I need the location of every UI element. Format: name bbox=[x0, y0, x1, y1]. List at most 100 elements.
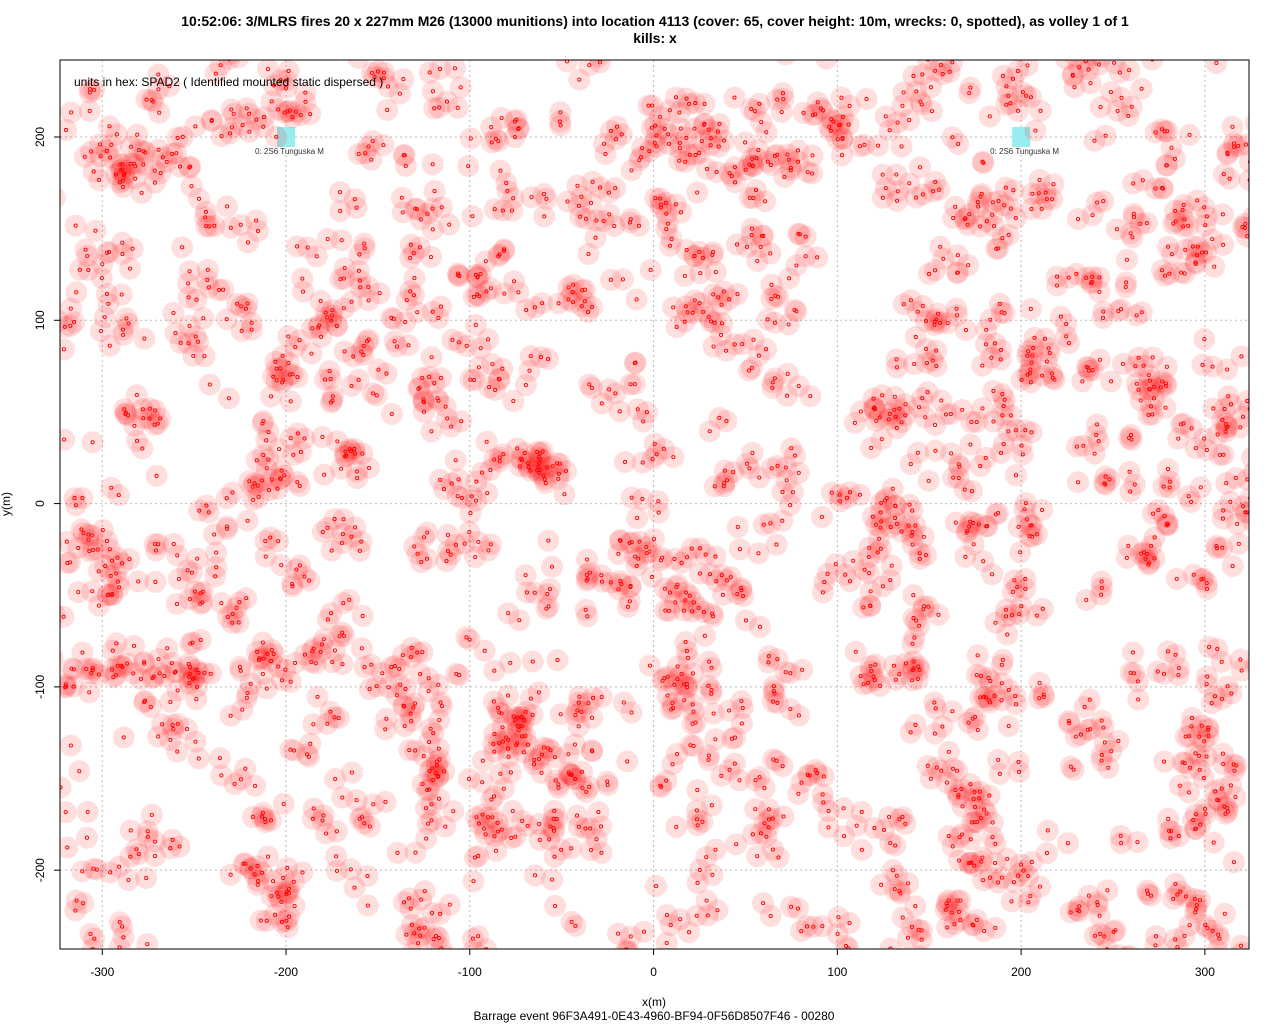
blast-radius bbox=[741, 148, 764, 171]
blast-radius bbox=[163, 661, 186, 684]
blast-radius bbox=[332, 267, 355, 290]
blast-radius bbox=[1231, 216, 1249, 239]
blast-radius bbox=[413, 880, 436, 903]
blast-radius bbox=[365, 675, 388, 698]
blast-radius bbox=[957, 254, 980, 277]
blast-radius bbox=[186, 547, 209, 570]
blast-radius bbox=[285, 558, 308, 581]
blast-radius bbox=[1096, 879, 1119, 902]
blast-radius bbox=[260, 90, 283, 113]
blast-radius bbox=[428, 96, 451, 119]
blast-radius bbox=[585, 828, 608, 851]
blast-radius bbox=[927, 302, 950, 325]
blast-radius bbox=[618, 590, 641, 613]
blast-radius bbox=[676, 676, 699, 699]
blast-radius bbox=[785, 300, 808, 323]
blast-radius bbox=[541, 455, 564, 478]
blast-radius bbox=[257, 60, 280, 81]
blast-radius bbox=[1129, 542, 1152, 565]
blast-radius bbox=[589, 60, 612, 74]
blast-radius bbox=[251, 663, 274, 686]
blast-radius bbox=[894, 812, 917, 835]
blast-radius bbox=[106, 546, 129, 569]
blast-radius bbox=[620, 486, 643, 509]
blast-radius bbox=[481, 806, 504, 829]
blast-radius bbox=[740, 224, 763, 247]
blast-radius bbox=[686, 871, 709, 894]
blast-radius bbox=[93, 306, 116, 329]
blast-radius bbox=[785, 254, 808, 277]
blast-radius bbox=[484, 378, 507, 401]
blast-radius bbox=[674, 631, 697, 654]
blast-radius bbox=[1223, 759, 1246, 782]
blast-radius bbox=[60, 315, 76, 338]
blast-radius bbox=[478, 376, 501, 399]
blast-radius bbox=[403, 535, 426, 558]
blast-radius bbox=[1110, 831, 1133, 854]
blast-radius bbox=[1151, 176, 1174, 199]
blast-radius bbox=[1193, 427, 1216, 450]
blast-radius bbox=[605, 128, 628, 151]
blast-radius bbox=[180, 561, 203, 584]
blast-radius bbox=[1111, 352, 1134, 375]
blast-radius bbox=[553, 483, 576, 506]
blast-radius bbox=[521, 703, 544, 726]
blast-radius bbox=[131, 398, 154, 421]
blast-radius bbox=[417, 680, 440, 703]
blast-radius bbox=[1155, 154, 1178, 177]
blast-radius bbox=[1005, 693, 1028, 716]
blast-radius bbox=[78, 99, 101, 122]
blast-radius bbox=[159, 690, 182, 713]
blast-radius bbox=[348, 269, 371, 292]
blast-radius bbox=[282, 443, 305, 466]
blast-radius bbox=[1188, 744, 1211, 767]
blast-radius bbox=[235, 686, 258, 709]
blast-radius bbox=[799, 385, 822, 408]
blast-radius bbox=[179, 632, 202, 655]
blast-radius bbox=[136, 933, 159, 949]
blast-radius bbox=[343, 876, 366, 899]
blast-radius bbox=[598, 203, 621, 226]
blast-radius bbox=[866, 541, 889, 564]
blast-radius bbox=[260, 809, 283, 832]
blast-radius bbox=[100, 476, 123, 499]
blast-radius bbox=[216, 517, 239, 540]
x-tick-label: 0 bbox=[650, 965, 657, 979]
blast-radius bbox=[1212, 753, 1235, 776]
blast-radius bbox=[993, 302, 1016, 325]
blast-radius bbox=[429, 468, 452, 491]
impact-point bbox=[1252, 215, 1255, 218]
blast-radius bbox=[536, 583, 559, 606]
blast-radius bbox=[320, 539, 343, 562]
blast-radius bbox=[996, 847, 1019, 870]
blast-radius bbox=[713, 129, 736, 152]
blast-radius bbox=[700, 794, 723, 817]
blast-radius bbox=[755, 121, 778, 144]
blast-radius bbox=[151, 713, 174, 736]
blast-radius bbox=[436, 407, 459, 430]
blast-radius bbox=[63, 487, 86, 510]
blast-radius bbox=[419, 246, 442, 269]
blast-radius bbox=[999, 404, 1022, 427]
blast-radius bbox=[289, 440, 312, 463]
blast-radius bbox=[1223, 132, 1246, 155]
blast-radius bbox=[563, 733, 586, 756]
blast-radius bbox=[357, 275, 380, 298]
blast-radius bbox=[294, 81, 317, 104]
blast-radius bbox=[267, 885, 290, 908]
blast-radius bbox=[984, 832, 1007, 855]
blast-radius bbox=[961, 913, 984, 936]
blast-radius bbox=[674, 581, 697, 604]
blast-radius bbox=[358, 456, 381, 479]
blast-radius bbox=[377, 75, 400, 98]
blast-radius bbox=[479, 533, 502, 556]
blast-radius bbox=[683, 117, 706, 140]
blast-radius bbox=[787, 461, 810, 484]
blast-radius bbox=[81, 938, 104, 949]
blast-radius bbox=[603, 215, 626, 238]
blast-radius bbox=[974, 333, 997, 356]
blast-radius bbox=[1021, 182, 1044, 205]
blast-radius bbox=[761, 807, 784, 830]
blast-radius bbox=[193, 345, 216, 368]
blast-radius bbox=[963, 854, 986, 877]
